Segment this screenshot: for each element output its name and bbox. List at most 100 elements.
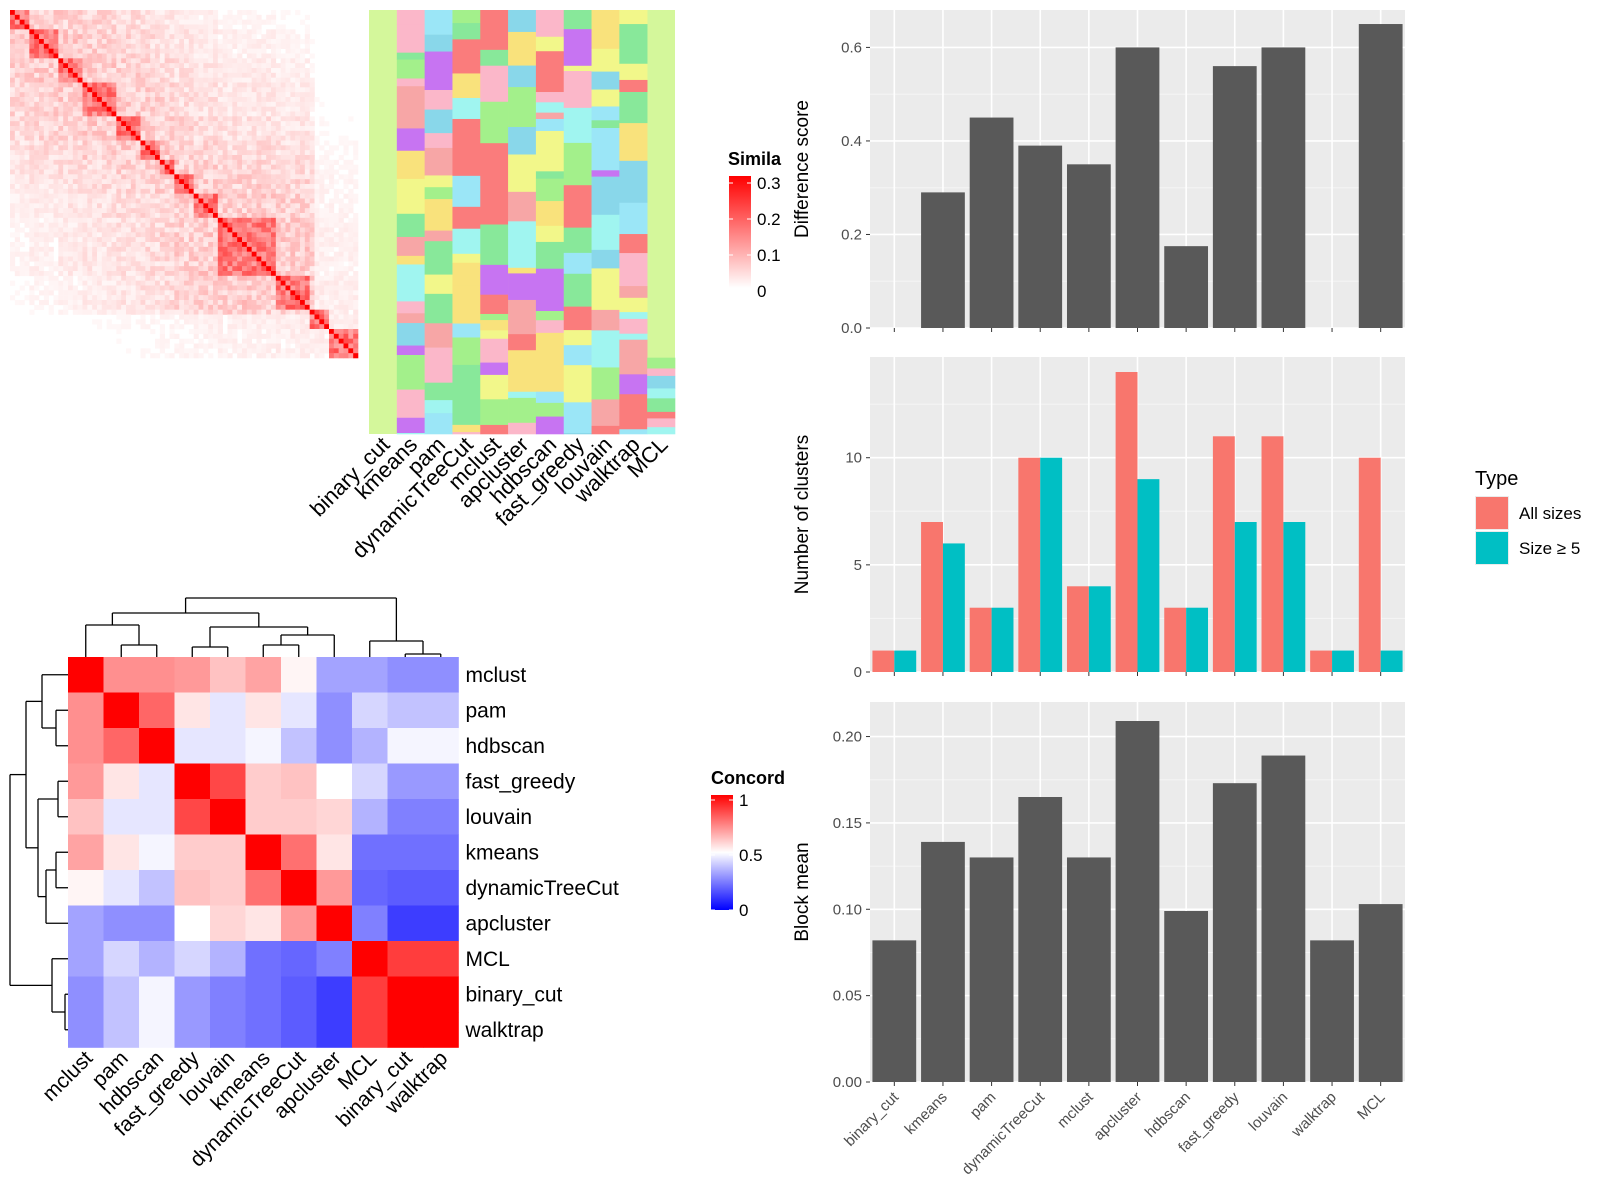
similarity-cell [237,353,243,359]
similarity-cell [111,87,117,93]
similarity-cell [150,353,156,359]
annotation-segment [480,294,509,315]
similarity-cell [29,101,35,107]
similarity-cell [319,338,325,344]
similarity-cell [164,188,170,194]
similarity-cell [150,77,156,83]
similarity-cell [48,58,54,64]
similarity-cell [14,159,20,165]
similarity-cell [121,77,127,83]
similarity-cell [198,111,204,117]
similarity-cell [116,213,122,219]
annotation-segment [396,301,425,314]
similarity-cell [203,130,209,136]
similarity-cell [126,217,132,223]
similarity-cell [164,208,170,214]
similarity-cell [271,174,277,180]
similarity-cell [130,290,136,296]
similarity-cell [150,130,156,136]
similarity-cell [314,329,320,335]
similarity-cell [203,304,209,310]
similarity-cell [285,285,291,291]
similarity-cell [155,227,161,233]
similarity-cell [217,53,223,59]
similarity-cell [14,121,20,127]
similarity-cell [237,324,243,330]
similarity-cell [39,68,45,74]
concordance-cell [316,657,353,693]
similarity-cell [280,324,286,330]
similarity-cell [198,150,204,156]
similarity-cell [43,159,49,165]
similarity-cell [319,295,325,301]
similarity-cell [217,140,223,146]
similarity-cell [338,208,344,214]
annotation-segment [563,273,592,307]
similarity-cell [53,87,59,93]
similarity-cell [353,295,359,301]
similarity-cell [208,304,214,310]
concordance-cell [387,728,424,764]
similarity-cell [72,116,78,122]
similarity-cell [280,353,286,359]
similarity-cell [324,314,330,320]
similarity-cell [82,251,88,257]
similarity-cell [82,130,88,136]
similarity-cell [242,198,248,204]
similarity-cell [87,300,93,306]
similarity-cell [68,43,74,49]
similarity-cell [246,48,252,54]
similarity-cell [72,92,78,98]
concordance-cell [245,728,282,764]
similarity-cell [329,285,335,291]
similarity-cell [304,333,310,339]
similarity-cell [29,198,35,204]
similarity-cell [208,188,214,194]
similarity-cell [106,232,112,238]
similarity-cell [159,126,165,132]
similarity-cell [121,309,127,315]
similarity-cell [159,24,165,30]
similarity-cell [101,237,107,243]
similarity-cell [106,150,112,156]
similarity-cell [280,34,286,40]
similarity-cell [184,87,190,93]
annotation-segment [508,350,537,393]
similarity-cell [135,101,141,107]
similarity-cell [290,48,296,54]
similarity-cell [77,68,83,74]
similarity-cell [285,87,291,93]
similarity-cell [24,87,30,93]
similarity-cell [266,251,272,257]
annotation-segment [535,268,565,312]
similarity-cell [58,121,64,127]
similarity-cell [39,304,45,310]
similarity-cell [232,193,238,199]
similarity-cell [145,101,151,107]
similarity-cell [159,213,165,219]
similarity-cell [217,106,223,112]
similarity-cell [155,208,161,214]
similarity-cell [198,324,204,330]
similarity-cell [213,217,219,223]
similarity-cell [111,251,117,257]
concordance-cell [352,905,388,942]
similarity-cell [68,164,74,170]
similarity-cell [140,155,146,161]
similarity-cell [227,329,233,335]
similarity-cell [39,43,45,49]
similarity-cell [77,188,83,194]
similarity-cell [203,256,209,262]
similarity-cell [174,266,180,272]
similarity-cell [106,145,112,151]
similarity-cell [24,150,30,156]
similarity-cell [324,329,330,335]
similarity-cell [324,280,330,286]
similarity-cell [285,101,291,107]
similarity-cell [348,256,354,262]
similarity-cell [237,227,243,233]
similarity-cell [174,300,180,306]
concordance-cell [210,976,246,1013]
similarity-cell [198,29,204,35]
bar-all-sizes [1261,436,1284,672]
